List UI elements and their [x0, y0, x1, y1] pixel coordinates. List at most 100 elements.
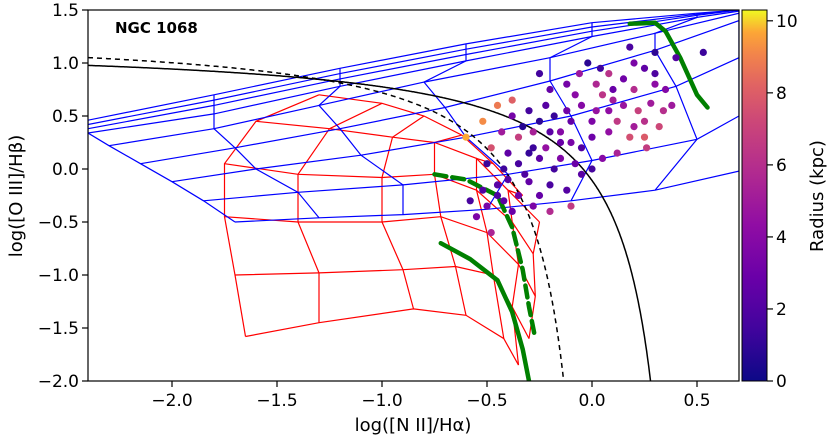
data-point-71 [508, 112, 516, 120]
data-point-24 [605, 128, 613, 136]
kauffmann-line [88, 56, 565, 381]
data-point-81 [596, 64, 605, 72]
data-point-18 [592, 107, 600, 115]
hii-grid-row-5 [318, 94, 524, 196]
y-tick-label: 1.5 [52, 1, 79, 21]
colorbar-tick-label: 2 [776, 300, 787, 320]
data-point-16 [567, 117, 575, 125]
data-point-13 [519, 123, 527, 131]
data-point-80 [609, 85, 617, 94]
data-point-87 [535, 191, 544, 200]
y-axis-ticks: −2.0 −1.5 −1.0 −0.5 0.0 0.5 1.0 1.5 [38, 1, 88, 392]
fiducial-track-0 [432, 172, 538, 341]
demarcation-lines [88, 56, 652, 381]
colorbar [741, 9, 768, 382]
x-axis-label: log([N II]/Hα) [355, 415, 472, 436]
data-point-77 [619, 101, 628, 109]
data-point-42 [535, 70, 544, 78]
x-tick-label: −0.5 [466, 391, 507, 411]
data-point-43 [546, 85, 554, 94]
data-point-78 [630, 123, 638, 131]
y-tick-label: −1.0 [38, 266, 79, 286]
colorbar-tick-label: 10 [776, 12, 798, 32]
colorbar-label: Radius (kpc) [807, 140, 828, 252]
data-point-53 [514, 133, 523, 141]
agn-grid-col-4 [549, 22, 593, 202]
data-point-46 [592, 80, 600, 88]
data-point-73 [643, 144, 651, 152]
data-point-4 [525, 149, 533, 157]
data-point-2 [546, 128, 554, 136]
plot-layer [88, 10, 739, 381]
data-point-54 [529, 128, 537, 136]
data-point-39 [672, 54, 680, 62]
data-point-0 [571, 91, 579, 99]
data-point-37 [661, 85, 670, 94]
data-point-88 [550, 165, 558, 173]
data-point-76 [588, 117, 596, 125]
data-point-55 [542, 144, 550, 152]
agn-grid-col-0 [88, 120, 236, 223]
data-point-22 [630, 85, 638, 94]
data-point-83 [626, 43, 634, 51]
data-point-34 [630, 59, 638, 67]
data-point-26 [577, 144, 586, 152]
data-point-51 [508, 96, 516, 104]
plot-frame [87, 9, 740, 382]
y-tick-label: −0.5 [38, 213, 79, 233]
data-point-95 [605, 107, 613, 115]
data-point-47 [605, 70, 613, 78]
x-tick-label: −1.0 [361, 391, 402, 411]
plot-area [88, 10, 739, 381]
hii-grid-row-0 [245, 308, 520, 366]
data-point-19 [598, 91, 607, 99]
data-point-89 [567, 138, 575, 147]
agn-model-grid [88, 10, 739, 223]
data-point-94 [498, 128, 506, 136]
data-point-28 [535, 154, 544, 162]
fiducial-track-2 [627, 20, 710, 110]
x-axis-ticks: −2.0 −1.5 −1.0 −0.5 0.0 0.5 [151, 381, 711, 411]
data-point-93 [483, 160, 491, 168]
data-point-64 [500, 197, 508, 205]
data-point-75 [598, 154, 607, 162]
data-point-38 [668, 101, 676, 109]
data-point-9 [483, 202, 491, 210]
fiducial-track-1 [438, 240, 532, 381]
data-point-27 [556, 138, 565, 147]
colorbar-tick-label: 0 [776, 372, 787, 392]
data-point-17 [577, 101, 586, 109]
data-point-11 [487, 229, 495, 237]
data-point-15 [550, 112, 558, 120]
data-point-82 [584, 59, 592, 67]
data-point-56 [556, 154, 565, 162]
y-tick-label: 0.0 [52, 160, 79, 180]
data-point-25 [588, 133, 596, 141]
x-tick-label: −2.0 [151, 391, 192, 411]
data-point-31 [640, 117, 649, 125]
data-point-32 [647, 99, 655, 107]
data-point-59 [588, 165, 596, 173]
data-point-36 [651, 70, 659, 78]
data-point-74 [613, 149, 621, 157]
x-tick-label: 0.0 [578, 391, 605, 411]
data-point-92 [466, 197, 474, 205]
data-point-68 [556, 128, 565, 136]
data-point-35 [640, 64, 649, 72]
data-point-30 [634, 107, 642, 115]
data-point-6 [504, 176, 512, 184]
y-axis-label: log([O III]/Hβ) [6, 135, 27, 257]
agn-grid-col-3 [423, 43, 509, 210]
data-point-8 [508, 207, 516, 215]
hii-grid-col-6 [528, 221, 541, 339]
data-point-5 [514, 160, 523, 168]
chart-title: NGC 1068 [115, 19, 198, 37]
data-point-1 [563, 107, 571, 115]
data-point-67 [567, 202, 575, 210]
data-point-63 [514, 191, 523, 200]
y-tick-label: 0.5 [52, 107, 79, 127]
colorbar-tick-label: 8 [776, 84, 787, 104]
data-point-52 [487, 144, 495, 152]
data-point-69 [542, 101, 550, 109]
kewley-line [88, 64, 652, 381]
